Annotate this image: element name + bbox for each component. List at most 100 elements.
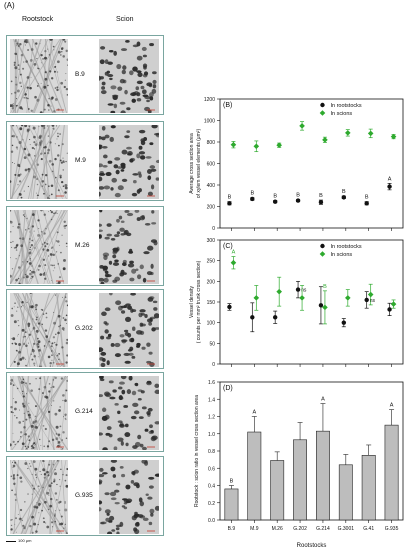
y-axis-title: Rootstock : scion ratio in vessel cross … [194, 395, 200, 507]
data-point [253, 295, 260, 301]
micrograph-row: M.26 [6, 206, 164, 286]
y-tick-label: 1.4 [208, 397, 215, 403]
data-point [227, 304, 232, 310]
significance-label: B [250, 191, 254, 197]
bar [338, 464, 353, 521]
significance-label: A [390, 403, 394, 409]
data-point [295, 287, 301, 292]
x-tick-label: G.41 [363, 526, 374, 532]
data-point [387, 307, 392, 312]
data-point [322, 304, 328, 311]
plot-frame [219, 98, 404, 229]
data-point [253, 143, 260, 150]
data-point [318, 303, 324, 308]
legend-marker [320, 102, 325, 108]
x-tick-label: G.214 [316, 526, 330, 532]
y-tick-label: 0.0 [208, 518, 215, 524]
y-tick-label: 0.8 [208, 449, 215, 455]
data-point [345, 130, 351, 136]
x-tick-label: M.9 [250, 526, 259, 532]
scion-micrograph [99, 376, 159, 450]
y-tick-label: 1.0 [208, 432, 215, 438]
y-tick-label: 50 [209, 341, 215, 347]
data-point [250, 315, 255, 320]
data-point [390, 301, 397, 307]
data-point [367, 130, 374, 137]
scale-bar [6, 541, 16, 542]
y-tick-label: 200 [207, 205, 216, 211]
y-axis-title-line2: of xylem vessel elements (μm²) [196, 129, 202, 199]
scion-micrograph [99, 210, 159, 284]
rootstock-column-header: Rootstock [22, 16, 54, 23]
rootstock-micrograph [10, 460, 68, 534]
significance-label: B [228, 195, 232, 201]
rootstock-micrograph [10, 39, 68, 113]
scion-micrograph [99, 39, 159, 113]
data-point [364, 297, 369, 303]
y-tick-label: 600 [207, 162, 216, 168]
significance-label: A [252, 410, 256, 416]
rootstock-label: M.9 [75, 157, 86, 164]
significance-label: B [319, 193, 323, 199]
legend-marker [319, 251, 326, 257]
legend-entry: In scions [330, 111, 352, 117]
panel-label: (C) [223, 243, 233, 250]
y-tick-label: 100 [207, 321, 216, 327]
bar [247, 431, 262, 521]
data-point [367, 291, 374, 298]
micrograph-row: G.202 [6, 289, 164, 369]
data-point [345, 295, 351, 301]
data-point [322, 137, 328, 143]
significance-label: B [273, 194, 277, 200]
y-tick-label: 1200 [204, 97, 215, 103]
rootstock-label: G.202 [75, 325, 93, 332]
legend-entry: In scions [330, 252, 352, 258]
significance-label: ns [370, 298, 376, 304]
micrograph-row: G.214 [6, 372, 164, 452]
y-axis-title-line2: ( counts per mm² trunk cross section) [196, 260, 202, 343]
data-point [272, 315, 278, 320]
panel-label: (D) [223, 385, 233, 392]
significance-label: B [296, 193, 300, 199]
x-tick-label: M.26 [272, 526, 283, 532]
significance-label: A [388, 176, 392, 182]
rootstock-micrograph [10, 210, 68, 284]
significance-label: A [321, 397, 325, 403]
y-tick-label: 1000 [204, 119, 215, 125]
rootstock-label: G.214 [75, 408, 93, 415]
y-tick-label: 0.6 [208, 466, 215, 472]
x-tick-label: G.202 [293, 526, 307, 532]
significance-label: B [365, 195, 369, 201]
significance-label: B [230, 479, 234, 485]
y-axis-title-line1: Vessel density [189, 286, 195, 318]
panel-a-label: (A) [4, 1, 15, 10]
data-point [295, 198, 301, 203]
y-tick-label: 0 [212, 362, 215, 368]
data-point [341, 195, 347, 200]
data-point [272, 199, 278, 204]
bar [316, 430, 330, 521]
data-point [299, 295, 305, 301]
y-tick-label: 150 [207, 300, 216, 306]
legend-marker [320, 243, 325, 249]
y-tick-label: 200 [207, 279, 216, 285]
significance-label: B [323, 284, 327, 290]
scion-micrograph [99, 460, 159, 534]
bar [224, 488, 239, 521]
y-tick-label: 250 [207, 259, 216, 265]
y-tick-label: 1.6 [208, 380, 215, 386]
panel-label: (B) [223, 102, 232, 109]
rootstock-label: B.9 [75, 71, 85, 78]
micrograph-row: G.935 [6, 456, 164, 536]
scion-column-header: Scion [116, 16, 134, 23]
legend-entry: In rootstocks [330, 103, 361, 109]
micrograph-row: B.9 [6, 35, 164, 115]
rootstock-label: G.935 [75, 492, 93, 499]
y-tick-label: 800 [207, 140, 216, 146]
significance-label: A [232, 250, 236, 256]
significance-label: B [342, 189, 346, 195]
bar [293, 439, 307, 521]
rootstock-micrograph [10, 125, 68, 199]
micrograph-row: M.9 [6, 121, 164, 201]
